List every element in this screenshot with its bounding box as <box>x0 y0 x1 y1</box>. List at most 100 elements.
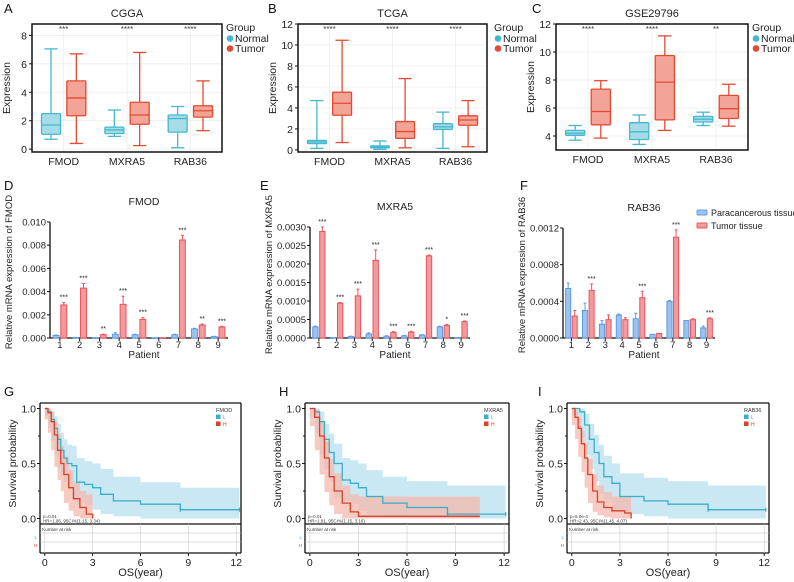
y-axis-label: Expression <box>1 62 13 114</box>
x-tick-label: FMOD <box>48 156 79 168</box>
significance-label: *** <box>354 281 362 288</box>
bar <box>111 333 119 339</box>
bar <box>210 336 218 339</box>
x-tick-label: 3 <box>356 557 362 569</box>
y-tick-label: 2 <box>21 116 27 128</box>
y-axis-label: Expression <box>525 61 537 113</box>
panel-label: G <box>4 384 14 399</box>
box-iqr <box>718 94 740 120</box>
risk-table-row-label: L <box>34 535 37 540</box>
box-normal <box>432 111 454 149</box>
x-tick-label: 12 <box>758 557 770 569</box>
bar-paracancerous <box>454 337 461 339</box>
x-tick-label: 8 <box>687 340 692 351</box>
panel-D: D FMOD 0.000 0.002 0.004 0.006 0.008 0.010 Relat… <box>4 178 228 361</box>
box-iqr <box>394 120 416 140</box>
bar-paracancerous <box>615 313 622 339</box>
bar-paracancerous <box>598 320 605 339</box>
x-tick-label: 7 <box>423 340 428 351</box>
bar <box>615 314 622 339</box>
p-value: p=0.01 <box>308 514 322 519</box>
panel-C: C GSE29796 4 6 8 10 12 Expression FMOD **** MXRA5 *… <box>525 1 794 166</box>
bar <box>598 323 605 339</box>
bar-paracancerous <box>383 335 390 339</box>
plot-frame <box>31 23 223 153</box>
bar-paracancerous <box>210 335 218 339</box>
bar <box>171 334 179 339</box>
legend-swatch <box>744 421 749 426</box>
y-tick-label: 1.0 <box>286 404 301 416</box>
y-tick-label: 0.0030 <box>277 223 306 234</box>
bar-paracancerous <box>700 325 707 339</box>
y-tick-label: 8 <box>21 30 27 42</box>
bar <box>436 326 444 339</box>
bar-tumor <box>408 330 415 339</box>
legend-entry: Tumor tissue <box>711 221 763 231</box>
x-tick-label: 6 <box>138 557 144 569</box>
x-tick-label: RAB36 <box>699 154 732 166</box>
y-tick-label: 0.5 <box>286 459 301 471</box>
significance-label: **** <box>386 25 398 34</box>
y-tick-label: 6 <box>545 103 551 115</box>
bar <box>454 337 461 339</box>
x-tick-label: RAB36 <box>439 156 472 168</box>
box-normal <box>564 124 586 141</box>
x-tick-label: 0 <box>42 557 48 569</box>
x-tick-label: 6 <box>405 340 410 351</box>
significance-label: *** <box>178 227 186 234</box>
y-tick-label: 0.010 <box>22 218 46 229</box>
bar-tumor <box>119 295 127 339</box>
box-tumor <box>66 53 87 145</box>
y-tick-label: 0.000 <box>22 334 46 345</box>
risk-table-row-label: H <box>34 543 37 548</box>
y-axis-label: Survival probability <box>534 419 546 508</box>
x-tick-label: 5 <box>136 340 141 351</box>
bar <box>330 337 337 339</box>
legend-swatch <box>216 421 221 426</box>
bar <box>401 335 408 339</box>
x-tick-label: 3 <box>352 340 357 351</box>
bar <box>666 300 673 339</box>
x-tick-label: 0 <box>307 557 313 569</box>
box-normal <box>306 99 328 149</box>
bar <box>80 287 87 339</box>
x-tick-label: RAB36 <box>174 156 207 168</box>
y-tick-label: 0.0005 <box>277 315 306 326</box>
y-tick-label: 0.0004 <box>530 297 559 308</box>
legend-title: FMOD <box>216 408 232 414</box>
y-tick-label: 0.0000 <box>530 334 559 345</box>
x-tick-label: 5 <box>636 340 641 351</box>
ci-band-low <box>309 408 506 519</box>
bar-paracancerous <box>92 337 100 339</box>
risk-table-row-label: L <box>299 535 302 540</box>
significance-label: *** <box>460 313 468 320</box>
y-tick-label: 0.0000 <box>277 334 306 345</box>
significance-label: *** <box>139 310 147 317</box>
bar-tumor <box>673 229 680 339</box>
ci-band-low <box>44 408 240 519</box>
x-tick-label: 9 <box>704 340 709 351</box>
bar <box>198 324 206 339</box>
chart-title: CGGA <box>111 8 144 20</box>
x-tick-label: MXRA5 <box>109 156 145 168</box>
bar <box>354 295 362 339</box>
legend-entry: Paracancerous tissue <box>711 208 794 218</box>
bar-paracancerous <box>151 337 159 339</box>
box-normal <box>104 109 125 138</box>
bar <box>383 335 390 339</box>
significance-label: *** <box>588 276 596 283</box>
legend-entry: H <box>223 422 227 428</box>
y-tick-label: 0.008 <box>22 241 46 252</box>
significance-label: *** <box>60 295 68 302</box>
bar <box>565 288 572 339</box>
box-iqr <box>167 114 188 133</box>
x-tick-label: 1 <box>57 340 62 351</box>
bar-tumor <box>425 254 433 339</box>
bar <box>418 334 426 339</box>
bar-paracancerous <box>565 282 572 339</box>
ci-band-high <box>309 408 480 519</box>
bar-tumor <box>198 323 206 339</box>
